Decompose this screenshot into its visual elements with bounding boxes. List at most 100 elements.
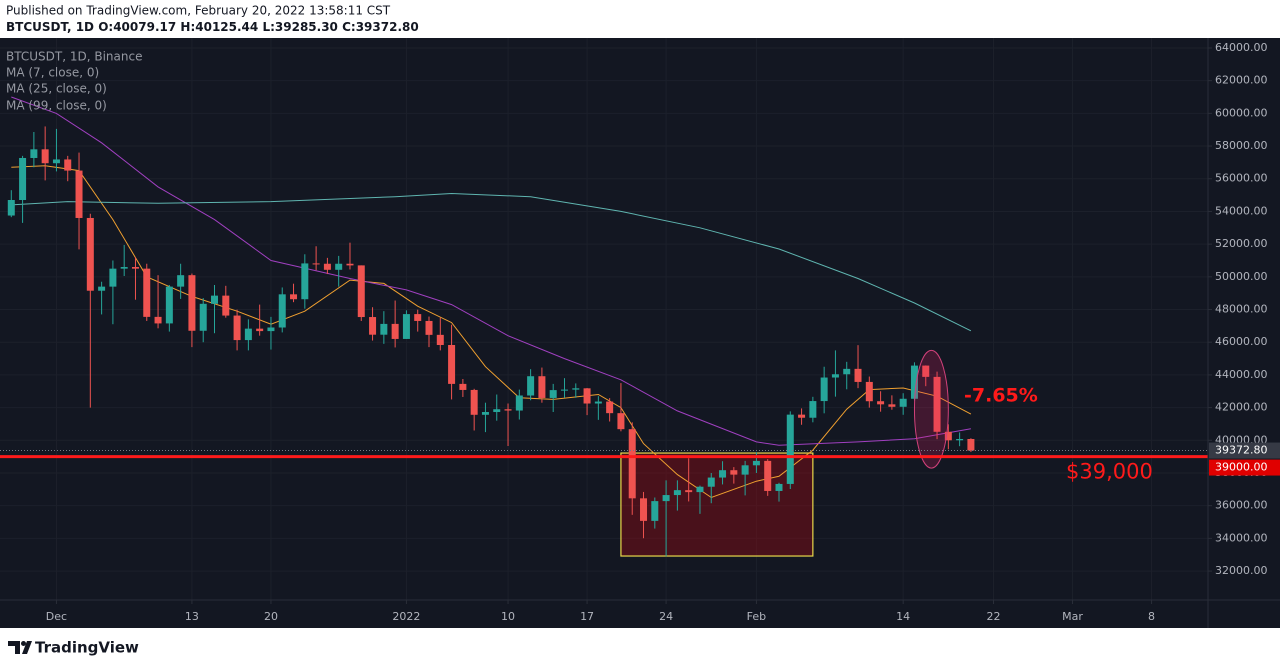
candle-body	[98, 286, 106, 291]
candle-body	[549, 390, 557, 398]
last-price-tag	[1209, 442, 1280, 459]
moving-average-line	[11, 192, 972, 332]
y-tick-label: 34000.00	[1215, 531, 1268, 544]
candle-body	[323, 263, 331, 270]
logo-icon	[21, 641, 26, 646]
candle-body	[719, 470, 727, 478]
candle-body	[301, 263, 309, 300]
candle-body	[673, 490, 681, 496]
candle-body	[944, 431, 952, 441]
y-tick-label: 62000.00	[1215, 74, 1268, 87]
candle-body	[30, 149, 38, 158]
published-note: Published on TradingView.com, February 2…	[6, 4, 391, 18]
candle-body	[764, 460, 772, 491]
candle-body	[583, 388, 591, 404]
candle-body	[222, 295, 230, 316]
x-tick-label: 22	[986, 610, 1000, 623]
candle-body	[52, 159, 60, 164]
candle-body	[696, 486, 704, 493]
header-line: BTCUSDT, 1D O:40079.17 H:40125.44 L:3928…	[6, 20, 419, 34]
x-tick-label: 13	[185, 610, 199, 623]
candle-body	[470, 389, 478, 415]
y-tick-label: 56000.00	[1215, 172, 1268, 185]
candle-body	[369, 317, 377, 335]
x-tick-label: 14	[896, 610, 910, 623]
candle-body	[425, 320, 433, 335]
candle-body	[527, 376, 535, 396]
candle-body	[820, 377, 828, 402]
candle-body	[211, 295, 219, 304]
candle-body	[572, 388, 580, 390]
candle-body	[685, 490, 693, 493]
y-tick-label: 58000.00	[1215, 139, 1268, 152]
candle-body	[402, 314, 410, 339]
candle-body	[278, 294, 286, 328]
candle-body	[459, 383, 467, 390]
candle-body	[64, 159, 72, 171]
legend-entry: MA (7, close, 0)	[6, 66, 99, 80]
x-tick-label: 24	[659, 610, 673, 623]
candle-body	[933, 376, 941, 432]
candle-body	[177, 275, 185, 287]
y-tick-label: 48000.00	[1215, 303, 1268, 316]
candle-body	[335, 263, 343, 270]
candle-body	[752, 460, 760, 466]
x-tick-label: 2022	[392, 610, 420, 623]
logo-icon	[8, 641, 20, 654]
candle-body	[707, 477, 715, 487]
candle-body	[256, 328, 264, 332]
support-price-label: 39000.00	[1215, 461, 1268, 474]
candle-body	[651, 501, 659, 521]
x-tick-label: 10	[501, 610, 515, 623]
chart-background	[0, 38, 1280, 628]
candle-body	[617, 413, 625, 430]
candle-body	[143, 268, 151, 317]
x-tick-label: Feb	[747, 610, 766, 623]
candle-body	[346, 263, 354, 266]
y-tick-label: 64000.00	[1215, 41, 1268, 54]
candle-body	[515, 395, 523, 411]
x-tick-label: Dec	[46, 610, 67, 623]
candle-body	[290, 294, 298, 300]
x-tick-label: Mar	[1062, 610, 1083, 623]
candle-body	[594, 401, 602, 404]
candle-body	[640, 498, 648, 521]
candle-body	[775, 483, 783, 491]
candle-body	[956, 438, 964, 441]
candle-body	[899, 398, 907, 407]
legend-symbol: BTCUSDT, 1D, Binance	[6, 50, 142, 64]
candle-body	[267, 327, 275, 332]
y-tick-label: 54000.00	[1215, 204, 1268, 217]
candle-body	[481, 412, 489, 415]
candle-body	[165, 286, 173, 324]
candle-body	[199, 303, 207, 331]
change-label: -7.65%	[964, 385, 1038, 407]
candle-body	[312, 263, 320, 265]
candle-body	[843, 368, 851, 375]
candle-body	[131, 267, 139, 269]
candle-body	[7, 199, 15, 216]
candle-body	[888, 404, 896, 407]
logo-icon	[22, 641, 32, 654]
legend: BTCUSDT, 1D, Binance MA (7, close, 0) MA…	[6, 50, 142, 113]
candle-body	[244, 328, 252, 341]
candle-body	[831, 374, 839, 378]
axes: 32000.0034000.0036000.0038000.0040000.00…	[0, 38, 1280, 628]
candle-body	[854, 368, 862, 382]
x-tick-label: 20	[264, 610, 278, 623]
highlight-box	[620, 452, 814, 557]
candle-body	[606, 401, 614, 414]
plot: $39,000 -7.65%	[0, 96, 1208, 557]
support-label: $39,000	[1066, 460, 1153, 484]
candle-body	[414, 314, 422, 321]
candle-body	[662, 495, 670, 502]
candle-body	[75, 170, 83, 218]
candle-body	[19, 157, 27, 200]
y-tick-label: 46000.00	[1215, 335, 1268, 348]
candle-body	[188, 275, 196, 331]
brand-logo	[8, 641, 32, 654]
candle-body	[922, 365, 930, 377]
candle-body	[86, 217, 94, 291]
candle-body	[41, 149, 49, 164]
header-high: H:40125.44	[180, 20, 258, 34]
